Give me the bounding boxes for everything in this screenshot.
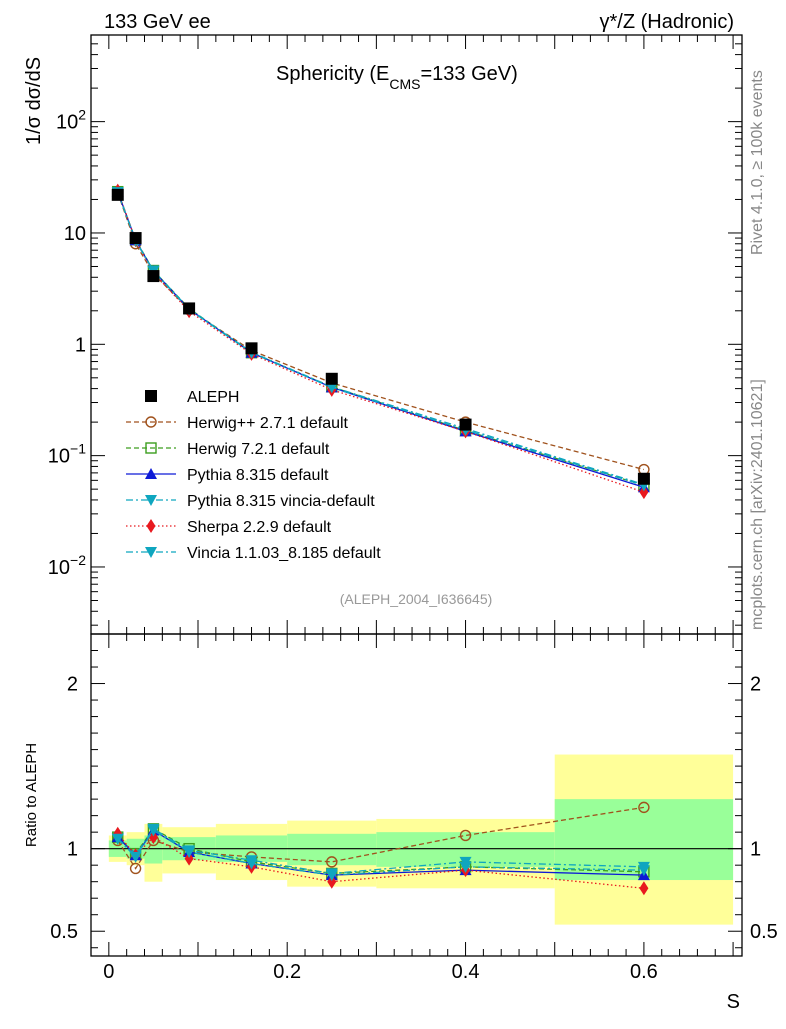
ratio-xlabel: S [727, 991, 740, 1013]
point-aleph-0 [111, 188, 124, 201]
ratio-xtick-label-0: 0 [103, 961, 114, 983]
legend-label-herwig-7-2-1-default: Herwig 7.2.1 default [187, 441, 330, 458]
point-aleph-7 [637, 472, 650, 485]
header-right: γ*/Z (Hadronic) [600, 11, 734, 33]
ratio-line-herwig-2-7-1-default [117, 806, 645, 870]
ratio-ytick-label-left-0: 0.5 [50, 921, 78, 943]
series-line-sherpa-2-2-9-default [117, 190, 645, 493]
ratio-point-vincia-1-1-03-8-185-default-4 [245, 858, 258, 870]
main-title-end: =133 GeV) [421, 63, 518, 85]
ratio-frame [90, 633, 743, 957]
band-green-5 [287, 833, 377, 866]
point-aleph-5 [325, 372, 338, 385]
legend: ALEPH Herwig++ 2.7.1 default Herwig 7.2.1 … [126, 389, 381, 562]
ratio-point-vincia-1-1-03-8-185-default-6 [459, 861, 472, 873]
ratio-point-vincia-1-1-03-8-185-default-5 [325, 870, 338, 882]
legend-marker-vincia-1-1-03-8-185-default [145, 547, 157, 558]
ratio-uncertainty-bands [108, 754, 734, 925]
main-ylabel: 1/σ dσ/dS [23, 57, 45, 145]
legend-label-sherpa-2-2-9-default: Sherpa 2.2.9 default [187, 519, 332, 536]
ratio-ylabel: Ratio to ALEPH [23, 743, 40, 847]
ratio-point-herwig-2-7-1-default-1 [129, 862, 142, 875]
ratio-point-vincia-1-1-03-8-185-default-2 [147, 825, 160, 837]
point-sherpa-2-2-9-default-7 [639, 485, 649, 500]
ratio-point-vincia-1-1-03-8-185-default-0 [111, 833, 124, 845]
ratio-ytick-label-right-1: 1 [750, 839, 761, 861]
ratio-point-herwig-2-7-1-default-5 [326, 856, 338, 868]
analysis-watermark: (ALEPH_2004_I636645) [340, 591, 493, 607]
legend-marker-herwig-2-7-1-default [145, 416, 157, 428]
legend-marker-pythia-8-315-default [145, 468, 157, 479]
point-aleph-2 [147, 270, 160, 283]
series-line-pythia-8-315-vincia-default [117, 192, 645, 486]
legend-label-pythia-8-315-vincia-default: Pythia 8.315 vincia-default [187, 493, 375, 510]
ratio-point-vincia-1-1-03-8-185-default-1 [129, 851, 142, 863]
point-vincia-1-1-03-8-185-default-5 [325, 382, 338, 394]
main-axes: 10−2 10−1 1 10 102 [48, 34, 743, 635]
main-ytick-label-3: 10 [64, 223, 86, 245]
main-ytick-label-4: 102 [56, 107, 86, 134]
legend-label-pythia-8-315-default: Pythia 8.315 default [187, 467, 329, 484]
main-title-sub: CMS [389, 76, 420, 92]
ratio-ytick-label-left-2: 2 [67, 674, 78, 696]
ratio-ytick-label-left-1: 1 [67, 839, 78, 861]
main-ytick-label-0: 10−2 [48, 552, 86, 579]
point-aleph-1 [129, 232, 142, 245]
legend-label-herwig-2-7-1-default: Herwig++ 2.7.1 default [187, 415, 349, 432]
ratio-ytick-label-right-0: 0.5 [750, 921, 778, 943]
point-aleph-3 [183, 302, 196, 315]
legend-marker-aleph [145, 390, 157, 402]
main-series-group [111, 183, 650, 500]
legend-marker-herwig-7-2-1-default [145, 442, 157, 454]
ratio-point-sherpa-2-2-9-default-3 [184, 851, 194, 866]
legend-marker-pythia-8-315-vincia-default [145, 495, 157, 506]
ratio-point-vincia-1-1-03-8-185-default-3 [183, 846, 196, 858]
legend-label-aleph: ALEPH [187, 389, 239, 406]
legend-label-vincia-1-1-03-8-185-default: Vincia 1.1.03_8.185 default [187, 545, 381, 562]
point-aleph-6 [459, 418, 472, 431]
main-title-text: Sphericity (E [276, 63, 389, 85]
ratio-axes: 0.5 0.5 1 1 2 2 0 0.2 0.4 0.6 [50, 633, 778, 983]
ratio-point-sherpa-2-2-9-default-2 [148, 830, 158, 845]
side-label-rivet: Rivet 4.1.0, ≥ 100k events [749, 70, 766, 255]
ratio-xtick-label-3: 0.6 [630, 961, 658, 983]
ratio-point-sherpa-2-2-9-default-5 [327, 874, 337, 889]
side-label-mcplots: mcplots.cern.ch [arXiv:2401.10621] [749, 379, 766, 630]
ratio-ytick-label-right-2: 2 [750, 674, 761, 696]
ratio-point-herwig-2-7-1-default-6 [459, 829, 472, 842]
ratio-series-group [111, 801, 650, 896]
ratio-point-sherpa-2-2-9-default-7 [639, 881, 649, 896]
ratio-xtick-label-1: 0.2 [273, 961, 301, 983]
ratio-xtick-label-2: 0.4 [452, 961, 480, 983]
ratio-point-vincia-1-1-03-8-185-default-7 [637, 865, 650, 877]
main-ytick-label-2: 1 [75, 334, 86, 356]
legend-marker-sherpa-2-2-9-default [146, 519, 156, 533]
header-left: 133 GeV ee [104, 11, 211, 33]
main-ytick-label-1: 10−1 [48, 441, 86, 468]
point-aleph-4 [245, 342, 258, 355]
ratio-point-herwig-2-7-1-default-7 [638, 801, 650, 814]
main-title: Sphericity (ECMS=133 GeV) [276, 63, 518, 92]
